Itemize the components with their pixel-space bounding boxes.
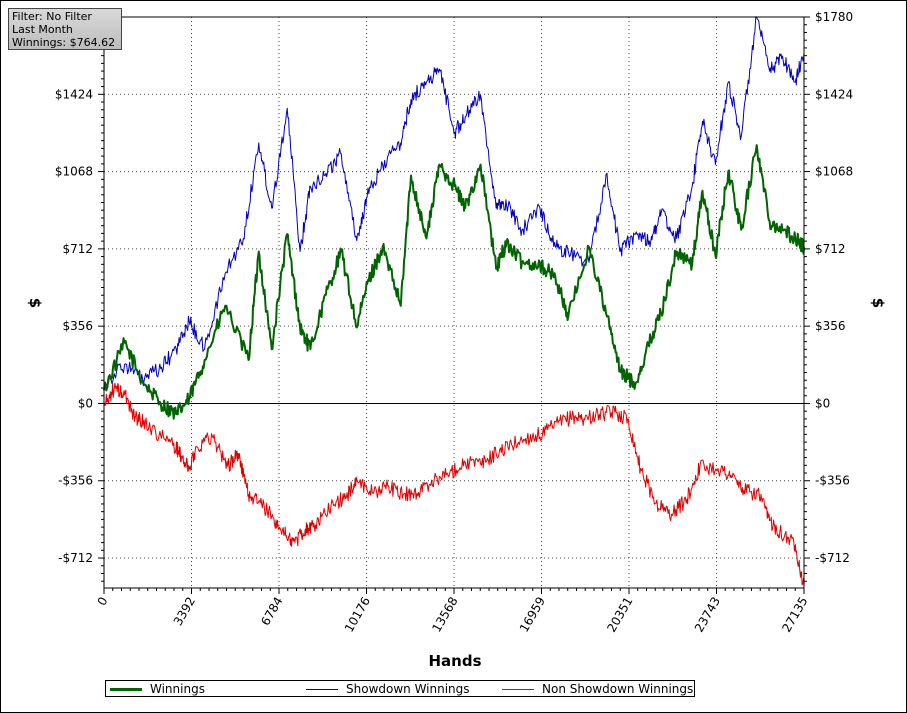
summary-box: Filter: No Filter Last Month Winnings: $… bbox=[8, 8, 122, 50]
series-line-showdown-winnings bbox=[103, 16, 805, 389]
series-group bbox=[103, 16, 805, 589]
series-line-non-showdown-winnings bbox=[103, 382, 805, 589]
y-tick-label-left: -$712 bbox=[58, 551, 93, 565]
legend: Winnings Showdown Winnings Non Showdown … bbox=[105, 680, 695, 697]
x-tick-label: 23743 bbox=[692, 595, 723, 635]
y-tick-label-right: -$356 bbox=[815, 474, 850, 488]
legend-label: Showdown Winnings bbox=[346, 682, 470, 696]
legend-item-winnings: Winnings bbox=[110, 682, 205, 696]
legend-swatch bbox=[110, 687, 142, 691]
plot-area-border bbox=[103, 16, 805, 589]
filter-text: Filter: No Filter bbox=[12, 10, 92, 23]
x-axis-title: Hands bbox=[428, 652, 481, 670]
y-tick-label-right: $1068 bbox=[815, 165, 853, 179]
x-tick-label: 10176 bbox=[342, 595, 373, 635]
y-tick-label-left: $1424 bbox=[55, 87, 93, 101]
winnings-text: Winnings: $764.62 bbox=[12, 36, 116, 49]
x-tick-label: 16959 bbox=[517, 595, 548, 635]
x-tick-label: 27135 bbox=[779, 595, 810, 635]
x-tick-label: 3392 bbox=[171, 595, 198, 628]
grid bbox=[104, 17, 804, 588]
y-tick-label-left: $712 bbox=[62, 242, 93, 256]
y-tick-label-right: $712 bbox=[815, 242, 846, 256]
y-axis-title-right: $ bbox=[869, 298, 887, 308]
y-tick-label-left: $0 bbox=[78, 396, 93, 410]
y-tick-label-left: -$356 bbox=[58, 474, 93, 488]
legend-swatch bbox=[306, 688, 338, 690]
tick-labels: 0 3392 6784 10176 13568 16959 20351 23743 27135 $… bbox=[55, 10, 853, 635]
period-text: Last Month bbox=[12, 23, 73, 36]
y-tick-label-right: $356 bbox=[815, 319, 846, 333]
x-tick-label: 20351 bbox=[604, 595, 635, 635]
axes bbox=[98, 16, 810, 594]
legend-label: Winnings bbox=[150, 682, 205, 696]
legend-swatch bbox=[502, 688, 534, 690]
y-tick-label-left: $1068 bbox=[55, 165, 93, 179]
y-tick-label-right: -$712 bbox=[815, 551, 850, 565]
y-tick-label-right: $1780 bbox=[815, 10, 853, 24]
y-tick-label-right: $1424 bbox=[815, 87, 853, 101]
legend-label: Non Showdown Winnings bbox=[542, 682, 694, 696]
x-tick-label: 6784 bbox=[258, 595, 285, 628]
y-tick-label-left: $356 bbox=[62, 319, 93, 333]
legend-item-showdown: Showdown Winnings bbox=[306, 682, 470, 696]
series-line-winnings bbox=[103, 144, 805, 420]
y-axis-title-left: $ bbox=[26, 298, 44, 308]
x-tick-label: 0 bbox=[95, 595, 111, 609]
x-tick-label: 13568 bbox=[429, 595, 460, 635]
legend-item-non-showdown: Non Showdown Winnings bbox=[502, 682, 693, 696]
y-tick-label-right: $0 bbox=[815, 396, 830, 410]
